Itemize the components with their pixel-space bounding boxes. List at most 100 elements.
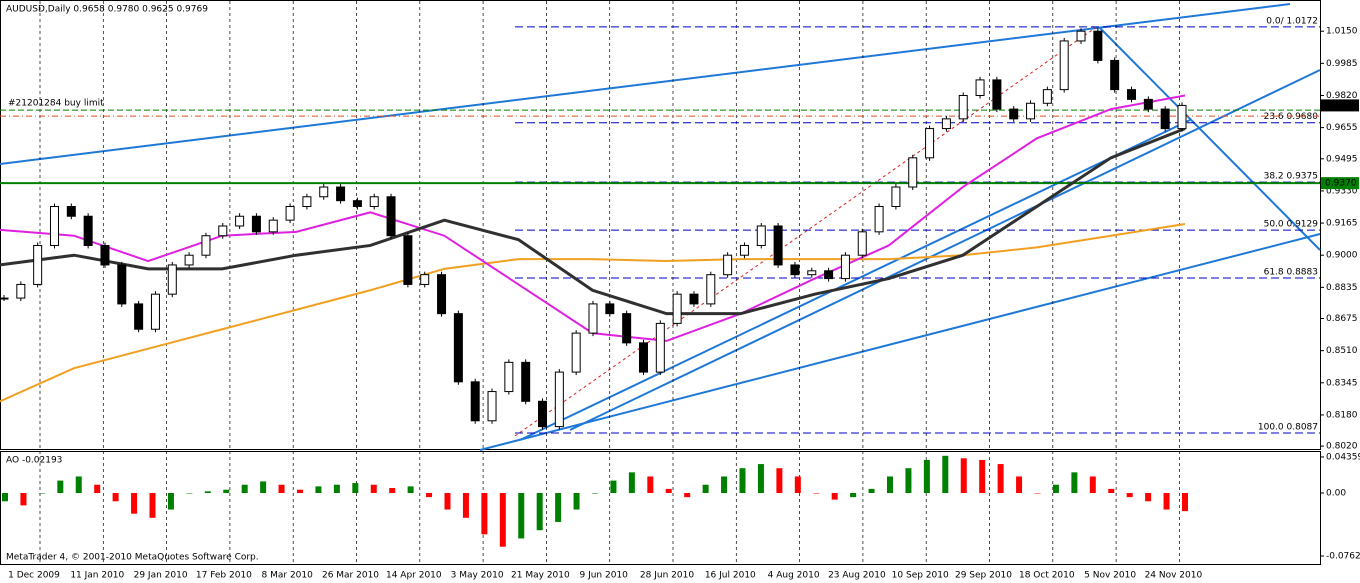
x-tick-label: 29 Jan 2010 <box>134 571 188 581</box>
candle <box>235 215 245 227</box>
ao-bar <box>20 493 27 506</box>
candle <box>908 157 918 188</box>
price-badge <box>1321 99 1359 112</box>
candle <box>83 215 93 246</box>
candle <box>857 231 867 256</box>
y-tick-label: 0.8510 <box>1326 346 1358 356</box>
candle <box>302 196 312 208</box>
ao-bar <box>592 493 598 494</box>
ao-bar <box>794 476 801 494</box>
candle <box>49 206 59 246</box>
candle <box>0 297 9 300</box>
candle <box>369 196 379 208</box>
ao-bar <box>426 493 433 498</box>
candle <box>1009 108 1019 120</box>
channel-top <box>0 3 1291 165</box>
uptrend-line <box>519 119 1191 441</box>
ao-bar <box>757 464 764 494</box>
ao-bar <box>1108 488 1115 494</box>
x-tick-label: 23 Aug 2010 <box>828 571 886 581</box>
candle <box>790 264 800 276</box>
candle <box>1026 102 1036 120</box>
x-tick-label: 29 Sep 2010 <box>955 571 1012 581</box>
ao-bar <box>923 459 930 494</box>
candle <box>554 371 564 428</box>
ao-bar <box>868 488 875 494</box>
ao-bar <box>813 493 820 494</box>
ao-bar <box>94 484 101 494</box>
ao-bar <box>721 476 728 494</box>
candle <box>521 361 531 402</box>
candle <box>167 264 177 295</box>
ao-bar <box>1034 493 1041 494</box>
ao-bar <box>1016 476 1023 494</box>
footer: MetaTrader 4, © 2001-2010 MetaQuotes Sof… <box>6 553 259 563</box>
ao-bar <box>536 493 543 531</box>
candle <box>538 400 548 428</box>
y-tick-label: 0.9985 <box>1326 59 1358 69</box>
candle <box>925 128 935 159</box>
candle <box>1059 40 1069 91</box>
candle <box>504 361 514 393</box>
candle <box>184 254 194 266</box>
y-tick-label: 0.9655 <box>1326 123 1358 133</box>
x-tick-label: 14 Apr 2010 <box>386 571 442 581</box>
ao-bar <box>518 493 525 539</box>
ao-bar <box>647 476 654 494</box>
candle <box>723 254 733 276</box>
candle <box>824 270 834 280</box>
candle <box>1143 98 1153 110</box>
ao-bar <box>462 493 469 518</box>
y-tick-label: 1.0150 <box>1326 27 1358 37</box>
x-tick-label: 4 Aug 2010 <box>768 571 820 581</box>
candle <box>739 244 749 256</box>
candle <box>134 303 144 330</box>
uptrend-line <box>569 69 1321 431</box>
candle <box>756 225 766 246</box>
candle <box>437 274 447 315</box>
candle <box>420 274 430 285</box>
candle <box>706 274 716 305</box>
trend-lines <box>0 3 1321 451</box>
ao-bar <box>38 493 45 494</box>
ao-bar <box>776 468 783 494</box>
x-tick-label: 10 Sep 2010 <box>892 571 949 581</box>
candle <box>622 313 632 344</box>
candle <box>605 303 615 315</box>
ao-bar <box>850 493 857 498</box>
candle <box>1093 30 1103 61</box>
ao-bar <box>112 493 119 502</box>
candle <box>352 200 362 208</box>
main-frame <box>0 0 1321 450</box>
candle <box>807 270 817 276</box>
ao-bar <box>702 484 709 494</box>
x-tick-label: 1 Dec 2009 <box>8 571 60 581</box>
ao-bar <box>942 455 949 494</box>
ao-bar <box>665 488 672 494</box>
y-tick-label: 0.8020 <box>1326 442 1358 452</box>
x-tick-label: 18 Oct 2010 <box>1019 571 1075 581</box>
support-badge <box>1321 177 1359 190</box>
candle <box>1076 30 1086 42</box>
candle <box>992 79 1002 110</box>
x-tick-label: 11 Jan 2010 <box>70 571 124 581</box>
ao-bar <box>149 493 156 518</box>
ao-bar <box>555 493 562 522</box>
ao-bar <box>260 481 267 494</box>
ao-bar <box>370 484 377 494</box>
moving-average <box>0 127 1186 316</box>
candle <box>251 215 261 233</box>
ao-bar <box>1145 493 1152 502</box>
candle <box>941 118 951 130</box>
x-tick-label: 8 Mar 2010 <box>262 571 314 581</box>
y-tick-label: 0.9165 <box>1326 219 1358 229</box>
ao-bar <box>278 484 285 494</box>
candle <box>571 332 581 373</box>
ao-bar <box>131 493 138 514</box>
candle <box>336 186 346 202</box>
fibo-label: 38.2 0.9375 <box>1264 172 1318 182</box>
ao-bar <box>241 484 248 494</box>
ao-bar <box>75 476 82 494</box>
ao-bar <box>57 480 64 494</box>
